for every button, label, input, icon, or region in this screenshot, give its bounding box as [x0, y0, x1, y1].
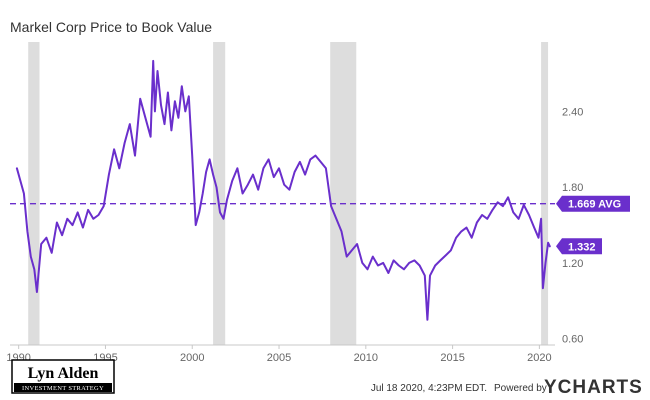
- x-tick-label: 2015: [440, 352, 464, 364]
- recession-band: [330, 42, 357, 345]
- y-tick-label: 0.60: [562, 334, 583, 346]
- recession-band: [541, 42, 549, 345]
- y-tick-label: 1.20: [562, 258, 583, 270]
- x-tick-label: 2010: [354, 352, 378, 364]
- logo-tagline: INVESTMENT STRATEGY: [22, 385, 104, 392]
- y-axis-ticks: 2.40 1.80 1.20 0.60: [562, 106, 583, 345]
- recession-bands: [28, 42, 549, 345]
- x-tick-label: 2000: [180, 352, 204, 364]
- average-callout-badge: [556, 195, 630, 212]
- value-callouts: 1.669 AVG 1.332: [556, 195, 630, 255]
- current-value-callout-badge: [556, 238, 602, 255]
- footer-timestamp: Jul 18 2020, 4:23PM EDT.: [371, 383, 487, 394]
- x-tick-label: 2020: [527, 352, 551, 364]
- average-callout-label: 1.669 AVG: [568, 199, 621, 211]
- y-tick-label: 1.80: [562, 182, 583, 194]
- logo-name: Lyn Alden: [28, 365, 99, 382]
- data-series: [10, 59, 555, 321]
- logo-band: [14, 383, 112, 392]
- chart-title: Markel Corp Price to Book Value: [10, 19, 212, 35]
- y-tick-label: 2.40: [562, 106, 583, 118]
- current-value-callout-label: 1.332: [568, 241, 596, 253]
- recession-band: [213, 42, 226, 345]
- x-tick-label: 2005: [267, 352, 291, 364]
- powered-by-label: Powered by: [494, 383, 547, 394]
- recession-band: [28, 42, 40, 345]
- ycharts-brand: YCHARTS: [544, 377, 643, 398]
- series-line: [15, 59, 551, 321]
- lyn-alden-logo: Lyn Alden INVESTMENT STRATEGY: [11, 359, 115, 394]
